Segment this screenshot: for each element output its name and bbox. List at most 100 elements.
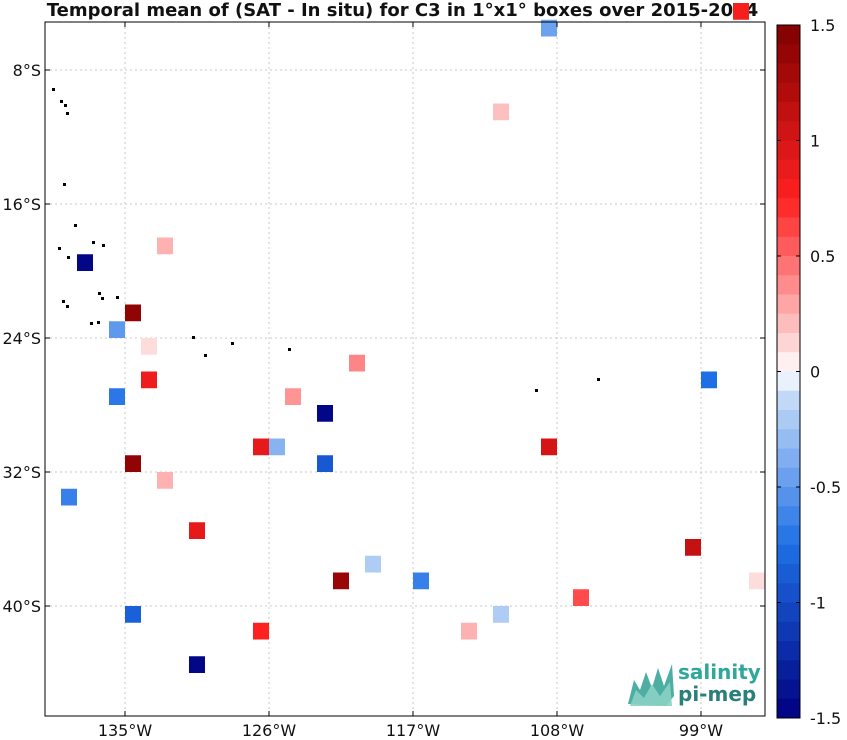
x-tick-label: 99°W: [679, 721, 723, 740]
colorbar-segment: [777, 660, 800, 680]
data-box: [493, 606, 509, 623]
colorbar-segment: [777, 564, 800, 584]
data-box: [109, 388, 125, 405]
colorbar-segment: [777, 544, 800, 565]
data-box: [733, 3, 749, 20]
colorbar-segment: [777, 275, 800, 295]
island: [58, 247, 61, 250]
y-tick-label: 16°S: [2, 195, 41, 214]
colorbar-segment: [777, 352, 800, 372]
island: [597, 378, 600, 381]
wave-icon: [628, 664, 674, 706]
colorbar-segment: [777, 44, 800, 64]
island: [101, 297, 104, 300]
colorbar-segment: [777, 429, 800, 449]
colorbar-tick-label: -1.5: [810, 709, 841, 728]
data-box: [701, 371, 717, 389]
data-boxes: [61, 3, 765, 673]
data-box: [333, 572, 349, 590]
island: [64, 104, 67, 107]
x-tick-label: 135°W: [98, 721, 153, 740]
island: [67, 256, 70, 259]
y-tick-label: 24°S: [2, 329, 41, 348]
island: [90, 322, 93, 325]
data-box: [749, 572, 765, 590]
data-box: [317, 455, 333, 472]
map-frame: [44, 21, 766, 717]
y-tick-label: 40°S: [2, 597, 41, 616]
colorbar-segment: [777, 159, 800, 180]
data-box: [365, 555, 381, 573]
colorbar-segment: [777, 602, 800, 623]
colorbar-segment: [777, 82, 800, 103]
colorbar-tick-label: -1: [810, 594, 826, 613]
data-box: [141, 371, 157, 389]
logo-text-salinity: salinity: [678, 660, 761, 684]
data-box: [141, 338, 157, 355]
colorbar-segment: [777, 140, 800, 161]
colorbar-segment: [777, 294, 800, 315]
data-box: [541, 19, 557, 37]
logo-text-pimep: pi-mep: [678, 682, 757, 706]
colorbar-segment: [777, 179, 800, 199]
island: [52, 88, 55, 91]
data-box: [253, 438, 269, 456]
data-box: [125, 304, 141, 322]
colorbar-segment: [777, 371, 800, 392]
colorbar-tick-label: 0.5: [810, 247, 835, 266]
salinity-pi-mep-logo: salinity pi-mep: [626, 660, 766, 710]
x-tick-label: 117°W: [386, 721, 441, 740]
colorbar-segment: [777, 217, 800, 238]
data-box: [109, 321, 125, 338]
colorbar-tick-label: 1.5: [810, 16, 835, 35]
island: [97, 321, 100, 324]
colorbar: [776, 24, 801, 719]
island: [60, 100, 63, 103]
island: [63, 183, 66, 186]
data-box: [317, 405, 333, 422]
island: [192, 336, 195, 339]
island: [98, 292, 101, 295]
data-box: [541, 438, 557, 456]
y-tick-label: 8°S: [13, 61, 41, 80]
colorbar-segment: [777, 621, 800, 642]
colorbar-segment: [777, 63, 800, 84]
colorbar-segment: [777, 121, 800, 141]
colorbar-segment: [777, 390, 800, 411]
island: [74, 224, 77, 227]
colorbar-tick-label: 0: [810, 363, 820, 382]
longitude-axis: 135°W 126°W 117°W 108°W 99°W: [98, 22, 723, 740]
colorbar-segment: [777, 641, 800, 661]
graticule: [45, 22, 765, 716]
colorbar-segment: [777, 333, 800, 353]
data-box: [189, 656, 205, 673]
data-box: [61, 488, 77, 506]
data-box: [685, 539, 701, 556]
data-box: [125, 455, 141, 472]
data-box: [77, 254, 93, 271]
data-box: [461, 622, 477, 640]
data-box: [125, 606, 141, 623]
colorbar-segment: [777, 198, 800, 218]
island: [66, 305, 69, 308]
colorbar-segment: [777, 25, 800, 45]
colorbar-segment: [777, 467, 800, 488]
colorbar-segment: [777, 583, 800, 603]
colorbar-segment: [777, 448, 800, 469]
colorbar-segment: [777, 410, 800, 430]
data-box: [573, 589, 589, 606]
data-box: [349, 354, 365, 372]
island: [62, 300, 65, 303]
island: [231, 342, 234, 345]
data-box: [285, 388, 301, 405]
colorbar-tick-label: 1: [810, 132, 820, 151]
colorbar-segment: [777, 525, 800, 546]
data-box: [493, 103, 509, 121]
data-box: [157, 237, 173, 255]
x-tick-label: 126°W: [242, 721, 297, 740]
colorbar-segment: [777, 256, 800, 276]
data-box: [189, 522, 205, 539]
data-box: [157, 472, 173, 489]
island: [66, 112, 69, 115]
colorbar-tick-label: -0.5: [810, 478, 841, 497]
